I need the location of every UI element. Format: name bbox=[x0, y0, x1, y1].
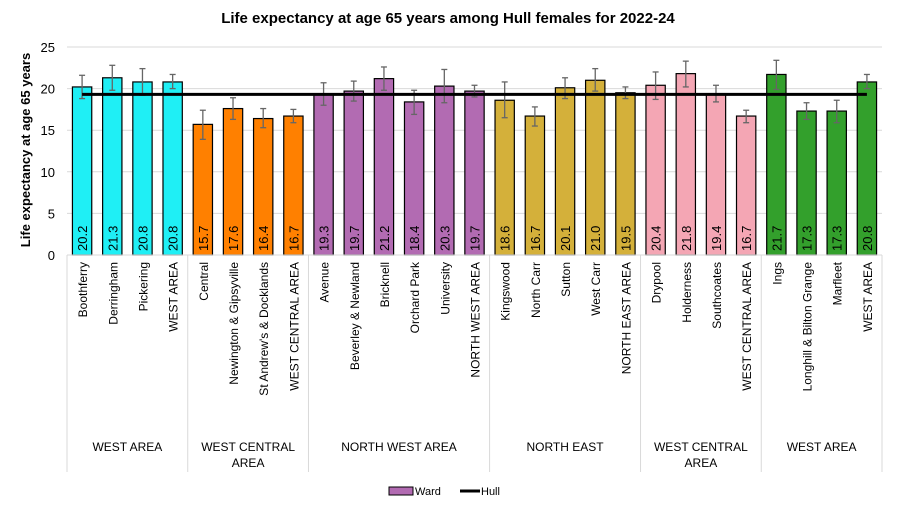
x-category-label: Derringham bbox=[106, 262, 120, 325]
y-tick-label: 10 bbox=[41, 165, 55, 180]
data-label: 21.7 bbox=[769, 226, 784, 251]
data-label: 15.7 bbox=[196, 226, 211, 251]
x-category-label: Orchard Park bbox=[408, 261, 422, 333]
x-category-label: Ings bbox=[770, 262, 784, 285]
data-label: 21.8 bbox=[679, 226, 694, 251]
x-category-label: Marfleet bbox=[831, 261, 845, 305]
x-group-label: WEST AREA bbox=[92, 440, 162, 454]
x-category-label: Pickering bbox=[136, 262, 150, 311]
data-label: 18.4 bbox=[407, 226, 422, 251]
x-category-label: WEST CENTRAL AREA bbox=[740, 262, 754, 391]
x-category-label: NORTH EAST AREA bbox=[619, 262, 633, 374]
data-label: 20.1 bbox=[558, 226, 573, 251]
y-axis-label: Life expectancy at age 65 years bbox=[18, 53, 33, 247]
x-category-label: Avenue bbox=[318, 262, 332, 303]
data-label: 20.4 bbox=[649, 226, 664, 251]
data-label: 18.6 bbox=[498, 226, 513, 251]
x-group-label: NORTH WEST AREA bbox=[341, 440, 457, 454]
data-label: 16.4 bbox=[256, 226, 271, 251]
data-label: 16.7 bbox=[739, 226, 754, 251]
chart-title: Life expectancy at age 65 years among Hu… bbox=[221, 10, 675, 27]
x-category-label: St Andrew's & Docklands bbox=[257, 262, 271, 396]
data-label: 16.7 bbox=[528, 226, 543, 251]
legend-ward-label: Ward bbox=[415, 486, 441, 498]
data-label: 20.3 bbox=[437, 226, 452, 251]
x-category-label: Kingswood bbox=[499, 262, 513, 321]
data-label: 19.7 bbox=[468, 226, 483, 251]
data-label: 16.7 bbox=[286, 226, 301, 251]
x-category-label: North Carr bbox=[529, 262, 543, 318]
data-label: 19.3 bbox=[317, 226, 332, 251]
x-category-label: WEST AREA bbox=[167, 262, 181, 332]
legend: Ward Hull bbox=[388, 486, 500, 498]
data-label: 20.8 bbox=[135, 226, 150, 251]
legend-ward-swatch bbox=[388, 486, 414, 496]
x-category-label: University bbox=[438, 262, 452, 315]
data-label: 21.0 bbox=[588, 226, 603, 251]
x-category-label: Bricknell bbox=[378, 262, 392, 307]
data-label: 17.6 bbox=[226, 226, 241, 251]
x-category-label: NORTH WEST AREA bbox=[469, 262, 483, 378]
data-label: 17.3 bbox=[830, 226, 845, 251]
data-label: 17.3 bbox=[800, 226, 815, 251]
x-category-label: Beverley & Newland bbox=[348, 262, 362, 370]
y-tick-label: 20 bbox=[41, 82, 55, 97]
data-label: 20.2 bbox=[75, 226, 90, 251]
x-category-label: Holderness bbox=[680, 262, 694, 323]
x-category-label: Boothferry bbox=[76, 262, 90, 317]
y-tick-label: 15 bbox=[41, 123, 55, 138]
data-label: 20.8 bbox=[860, 226, 875, 251]
x-category-label: West Carr bbox=[589, 262, 603, 316]
legend-hull-label: Hull bbox=[481, 486, 500, 498]
y-tick-label: 0 bbox=[48, 248, 55, 263]
data-label: 19.4 bbox=[709, 226, 724, 251]
data-label: 19.7 bbox=[347, 226, 362, 251]
x-category-label: Drypool bbox=[650, 262, 664, 303]
x-category-label: Newington & Gipsyville bbox=[227, 262, 241, 385]
x-group-label: WEST CENTRAL AREA bbox=[201, 440, 295, 470]
x-category-label: WEST AREA bbox=[861, 262, 875, 332]
x-category-label: Sutton bbox=[559, 262, 573, 297]
data-label: 19.5 bbox=[618, 226, 633, 251]
x-group-label: NORTH EAST bbox=[526, 440, 604, 454]
x-group-label: WEST AREA bbox=[787, 440, 857, 454]
data-label: 21.2 bbox=[377, 226, 392, 251]
data-label: 21.3 bbox=[105, 226, 120, 251]
x-category-label: Longhill & Bilton Grange bbox=[801, 262, 815, 392]
x-category-label: WEST CENTRAL AREA bbox=[287, 262, 301, 391]
y-tick-label: 5 bbox=[48, 206, 55, 221]
x-category-label: Southcoates bbox=[710, 262, 724, 329]
data-label: 20.8 bbox=[166, 226, 181, 251]
x-group-label: WEST CENTRAL AREA bbox=[654, 440, 748, 470]
x-category-label: Central bbox=[197, 262, 211, 301]
y-tick-label: 25 bbox=[41, 40, 55, 55]
